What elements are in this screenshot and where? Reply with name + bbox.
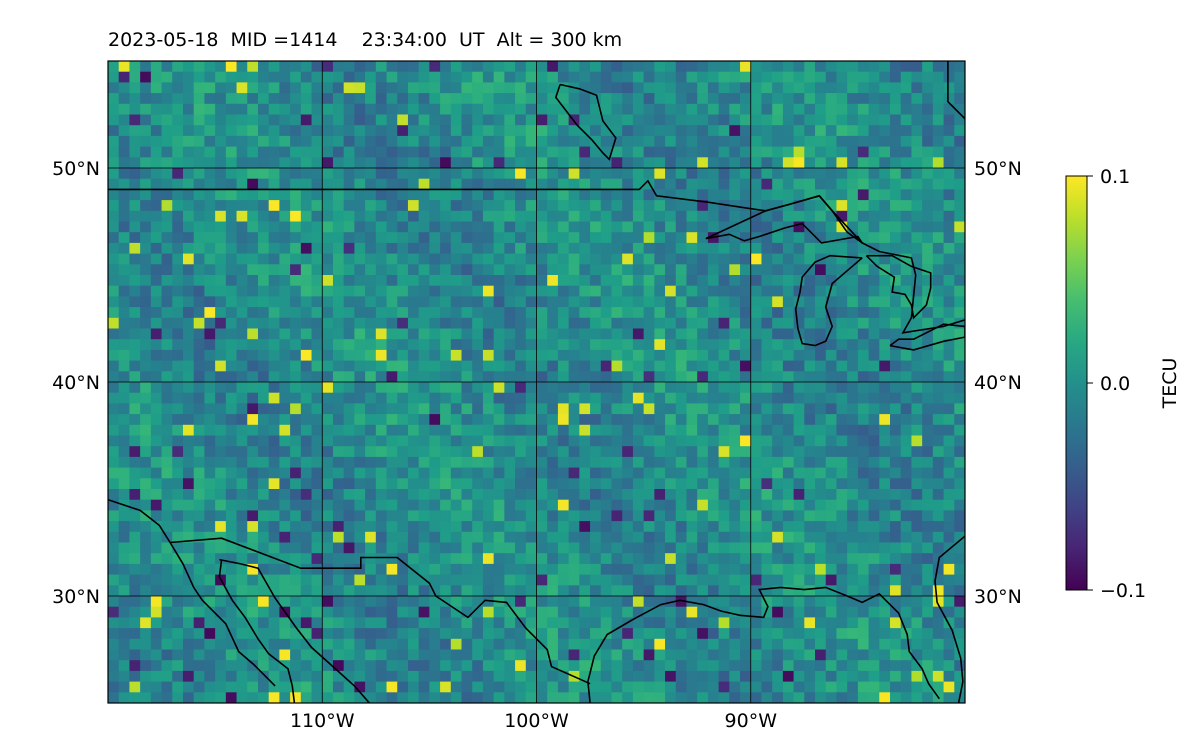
colorbar-tick-label: 0.0: [1100, 373, 1130, 395]
tec-heatmap: [108, 61, 965, 703]
map-title: 2023-05-18 MID =1414 23:34:00 UT Alt = 3…: [108, 29, 623, 51]
baja-pacific-coast: [108, 498, 276, 687]
lat-tick-label-left: 50°N: [52, 158, 100, 180]
lon-tick-label: 90°W: [725, 710, 778, 732]
hudson-bay-coast: [947, 61, 965, 120]
lon-tick-label: 110°W: [290, 710, 355, 732]
atlantic-coast: [934, 535, 965, 703]
lat-tick-label-right: 40°N: [974, 372, 1022, 394]
us-mexico-border: [170, 537, 591, 685]
map-tick-labels: 110°W 100°W 90°W 50°N 50°N 40°N 40°N 30°N 30°N: [52, 158, 1022, 732]
lake-winnipeg: [554, 83, 617, 161]
map-gridlines: [108, 61, 965, 703]
lat-tick-label-right: 30°N: [974, 586, 1022, 608]
colorbar-label: TECU: [1159, 358, 1181, 410]
colorbar-tick-label: 0.1: [1100, 166, 1130, 188]
lon-tick-label: 100°W: [504, 710, 569, 732]
colorbar: 0.1 0.0 −0.1 TECU: [1065, 166, 1181, 602]
colorbar-tick-label: −0.1: [1100, 580, 1146, 602]
gulf-coast: [587, 586, 940, 703]
lake-erie: [889, 323, 965, 351]
lat-tick-label-right: 50°N: [974, 158, 1022, 180]
lake-superior: [705, 194, 863, 244]
lake-huron: [865, 254, 932, 320]
lake-michigan: [794, 254, 863, 347]
baja-gulf-coast: [218, 559, 296, 703]
map-frame: [107, 60, 966, 704]
lat-tick-label-left: 30°N: [52, 586, 100, 608]
mainland-mexico-west-coast: [219, 558, 371, 703]
colorbar-gradient: [1065, 175, 1088, 591]
lat-tick-label-left: 40°N: [52, 372, 100, 394]
map-boundaries: [108, 61, 965, 703]
